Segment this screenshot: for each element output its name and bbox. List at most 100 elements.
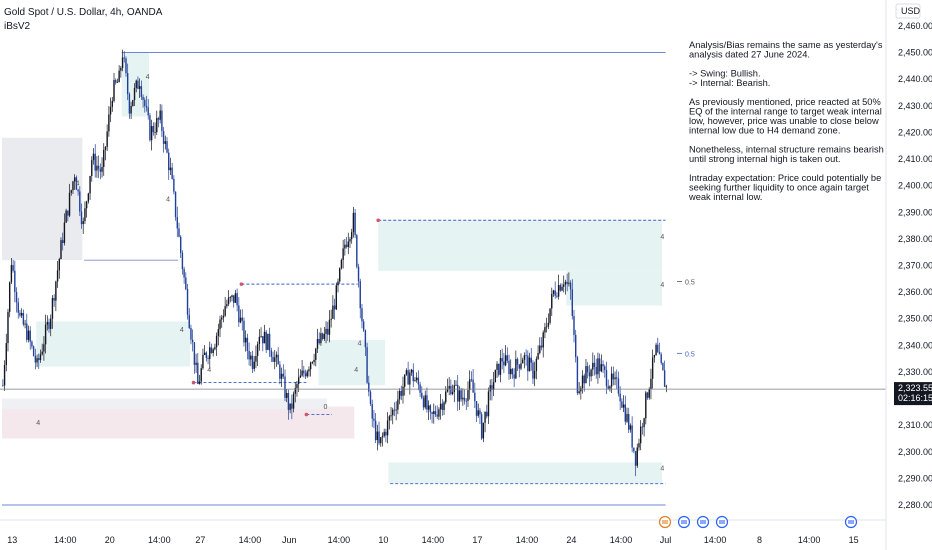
candle-body: [173, 178, 175, 192]
analysis-note-line: weak internal low.: [688, 192, 762, 202]
candle-body: [530, 357, 532, 363]
candle-body: [564, 281, 567, 285]
analysis-note-line: seeking further liquidity to once again …: [689, 183, 869, 193]
candle-body: [463, 397, 466, 401]
candle-body: [551, 293, 553, 309]
candle-body: [609, 386, 611, 389]
candle-body: [359, 281, 361, 309]
candle-body: [392, 409, 394, 416]
analysis-note-line: low, however, price was unable to close …: [689, 116, 879, 126]
candle-body: [366, 347, 368, 383]
candle-body: [58, 259, 60, 271]
candle-body: [82, 221, 84, 225]
candle-body: [313, 359, 315, 362]
candles-layer: [2, 49, 668, 477]
current-price-label: 2,323.555: [898, 383, 932, 393]
currency-button[interactable]: [895, 3, 921, 19]
candle-body: [332, 305, 334, 319]
candle-body: [27, 330, 30, 340]
candle-body: [99, 168, 102, 172]
time-axis[interactable]: 13 14:00 20 14:00 27 14:00 Jun 14:00 10 14:00 17 14…: [0, 515, 886, 546]
candle-body: [390, 415, 392, 417]
candle-body: [518, 364, 520, 369]
candle-body: [417, 377, 420, 385]
symbol-title[interactable]: Gold Spot / U.S. Dollar, 4h, OANDA: [4, 7, 163, 18]
candle-body: [101, 167, 103, 172]
price-axis[interactable]: 2,460.000 2,450.000 2,440.000 2,430.000 2,42…: [885, 0, 932, 550]
candle-body: [578, 391, 580, 394]
time-tick-label: 15: [849, 535, 859, 545]
candle-body: [147, 107, 149, 116]
candle-body: [169, 167, 172, 171]
candle-body: [250, 355, 252, 360]
candle-body: [53, 298, 55, 301]
candle-body: [523, 355, 526, 360]
candle-body: [504, 355, 507, 366]
candle-body: [267, 333, 269, 350]
price-tick-label: 2,400.000: [898, 181, 932, 191]
candle-body: [282, 373, 284, 377]
candle-body: [513, 374, 515, 379]
candle-body: [347, 241, 349, 247]
candle-body: [650, 378, 652, 390]
candle-body: [516, 359, 519, 365]
price-tick-label: 2,370.000: [898, 261, 932, 271]
candle-body: [85, 201, 88, 209]
candle-body: [462, 397, 464, 400]
analysis-note-line: Nonetheless, internal structure remains …: [689, 145, 884, 155]
candle-body: [467, 390, 469, 401]
candle-body: [646, 392, 649, 398]
candle-body: [339, 268, 341, 282]
candle-body: [573, 315, 575, 335]
indicator-label[interactable]: iBsV2: [4, 21, 31, 32]
zone-labels: 4 4 4 4 4 4 4 4 4 4 4 0.5 0.5 0: [36, 74, 695, 472]
candle-body: [636, 447, 638, 466]
candle-body: [277, 354, 279, 365]
candle-body: [610, 373, 613, 387]
candle-body: [38, 358, 40, 361]
candle-body: [323, 333, 326, 339]
demand-zone-left: [36, 321, 191, 367]
candle-body: [439, 403, 442, 410]
candle-body: [631, 425, 633, 448]
price-tick-label: 2,450.000: [898, 48, 932, 58]
candle-body: [621, 401, 623, 408]
candle-body: [79, 191, 81, 212]
choch-label: 0: [323, 404, 327, 411]
candle-body: [315, 348, 317, 360]
price-tick-label: 2,300.000: [898, 447, 932, 457]
candle-body: [97, 165, 100, 169]
candle-body: [279, 364, 281, 379]
candle-body: [17, 302, 19, 313]
candle-body: [72, 181, 74, 191]
candle-body: [87, 193, 90, 202]
candle-body: [622, 404, 625, 408]
h4-zone-label: 4: [354, 367, 358, 374]
candle-body: [243, 320, 245, 343]
candle-body: [46, 322, 49, 325]
candle-body: [327, 328, 329, 335]
candle-body: [557, 285, 560, 297]
candle-body: [645, 392, 647, 419]
price-tick-label: 2,360.000: [898, 287, 932, 297]
candle-body: [575, 334, 577, 358]
candle-body: [508, 360, 510, 375]
candle-body: [356, 235, 358, 267]
candle-body: [77, 189, 79, 192]
candle-body: [412, 369, 414, 382]
candle-body: [544, 327, 546, 333]
candle-body: [7, 311, 9, 344]
candle-body: [386, 420, 389, 436]
candle-body: [492, 382, 495, 390]
candle-body: [397, 399, 399, 410]
candle-body: [205, 352, 208, 359]
zones-layer: [2, 52, 663, 484]
candle-body: [641, 426, 644, 428]
candle-body: [221, 317, 223, 320]
candle-body: [443, 402, 445, 410]
analysis-note: Analysis/Bias remains the same as yester…: [688, 40, 884, 202]
candle-body: [409, 372, 411, 385]
candle-body: [638, 443, 640, 448]
eq-level-label: 0.5: [685, 351, 695, 358]
